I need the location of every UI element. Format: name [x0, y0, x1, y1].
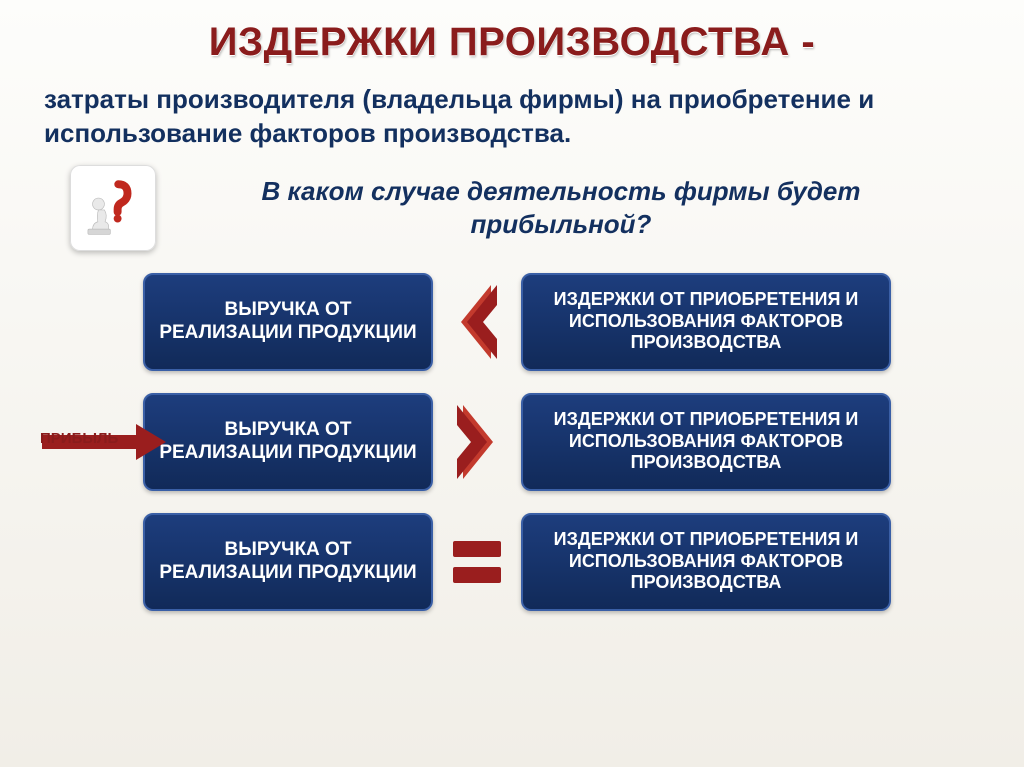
- comparison-row: ВЫРУЧКА ОТ РЕАЛИЗАЦИИ ПРОДУКЦИИ ИЗДЕРЖКИ…: [50, 513, 984, 611]
- profit-label: ПРИБЫЛЬ: [40, 430, 118, 447]
- profit-arrow-icon: ПРИБЫЛЬ: [42, 422, 170, 462]
- page-title: ИЗДЕРЖКИ ПРОИЗВОДСТВА -: [40, 20, 984, 65]
- thinker-question-icon: [70, 165, 156, 251]
- revenue-box: ВЫРУЧКА ОТ РЕАЛИЗАЦИИ ПРОДУКЦИИ: [143, 393, 433, 491]
- revenue-box: ВЫРУЧКА ОТ РЕАЛИЗАЦИИ ПРОДУКЦИИ: [143, 513, 433, 611]
- question-text: В каком случае деятельность фирмы будет …: [178, 175, 944, 240]
- costs-box: ИЗДЕРЖКИ ОТ ПРИОБРЕТЕНИЯ И ИСПОЛЬЗОВАНИЯ…: [521, 273, 891, 371]
- question-row: В каком случае деятельность фирмы будет …: [70, 165, 984, 251]
- operator-lt-icon: [447, 277, 507, 367]
- costs-box: ИЗДЕРЖКИ ОТ ПРИОБРЕТЕНИЯ И ИСПОЛЬЗОВАНИЯ…: [521, 513, 891, 611]
- comparison-row: ПРИБЫЛЬ ВЫРУЧКА ОТ РЕАЛИЗАЦИИ ПРОДУКЦИИ …: [50, 393, 984, 491]
- costs-box: ИЗДЕРЖКИ ОТ ПРИОБРЕТЕНИЯ И ИСПОЛЬЗОВАНИЯ…: [521, 393, 891, 491]
- revenue-box: ВЫРУЧКА ОТ РЕАЛИЗАЦИИ ПРОДУКЦИИ: [143, 273, 433, 371]
- comparison-row: ВЫРУЧКА ОТ РЕАЛИЗАЦИИ ПРОДУКЦИИ ИЗДЕРЖКИ…: [50, 273, 984, 371]
- comparison-rows: ВЫРУЧКА ОТ РЕАЛИЗАЦИИ ПРОДУКЦИИ ИЗДЕРЖКИ…: [40, 273, 984, 611]
- operator-gt-icon: [447, 397, 507, 487]
- operator-eq-icon: [447, 517, 507, 607]
- definition-text: затраты производителя (владельца фирмы) …: [44, 83, 980, 151]
